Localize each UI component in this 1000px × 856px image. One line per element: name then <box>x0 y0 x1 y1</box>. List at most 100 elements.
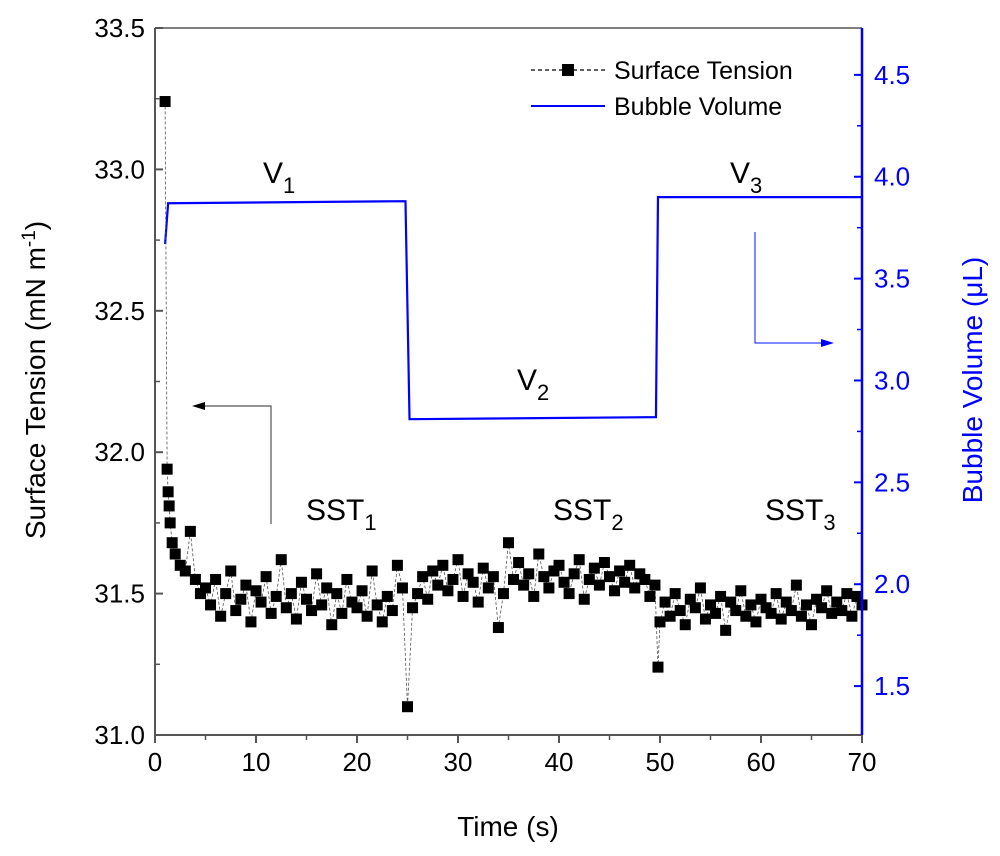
legend-item-surface-tension: Surface Tension <box>531 57 793 85</box>
surface-tension-point <box>593 579 605 591</box>
y-right-tick-label: 4.5 <box>874 60 910 90</box>
surface-tension-point <box>553 559 565 571</box>
surface-tension-point <box>740 610 752 622</box>
surface-tension-point <box>513 556 525 568</box>
y-left-tick-label: 32.0 <box>94 437 145 467</box>
annotation-v2: V2 <box>517 364 549 405</box>
surface-tension-point <box>720 624 732 636</box>
surface-tension-point <box>366 565 378 577</box>
surface-tension-point <box>528 590 540 602</box>
surface-tension-point <box>381 590 393 602</box>
y-right-tick-label: 3.0 <box>874 365 910 395</box>
surface-tension-point <box>755 593 767 605</box>
surface-tension-point <box>518 579 530 591</box>
surface-tension-point <box>503 537 514 549</box>
surface-tension-point <box>851 590 863 602</box>
surface-tension-point <box>306 605 318 617</box>
surface-tension-point <box>164 517 176 529</box>
surface-tension-point <box>710 607 722 619</box>
surface-tension-point <box>548 565 560 577</box>
surface-tension-point <box>245 616 257 628</box>
surface-tension-point <box>447 573 459 585</box>
surface-tension-point <box>765 607 777 619</box>
surface-tension-point <box>654 616 666 628</box>
surface-tension-point <box>770 588 782 600</box>
surface-tension-point <box>624 559 636 571</box>
surface-tension-point <box>407 602 419 614</box>
x-tick-label: 70 <box>848 747 877 777</box>
surface-tension-point <box>846 610 858 622</box>
surface-tension-point <box>200 582 211 594</box>
surface-tension-point <box>477 562 489 574</box>
y-left-tick-label: 31.5 <box>94 579 145 609</box>
surface-tension-point <box>659 596 671 608</box>
y-left-tick-label: 31.0 <box>94 720 145 750</box>
y-right-axis-title: Bubble Volume (μL) <box>957 257 988 504</box>
surface-tension-point <box>235 593 247 605</box>
bubble-volume-series <box>164 196 862 421</box>
surface-tension-point <box>356 585 368 597</box>
surface-tension-point <box>735 585 747 597</box>
surface-tension-point <box>795 610 807 622</box>
surface-tension-point <box>270 590 282 602</box>
surface-tension-point <box>669 588 681 600</box>
surface-tension-point <box>189 573 201 585</box>
surface-tension-point <box>705 599 716 611</box>
surface-tension-point <box>523 568 535 580</box>
y-right-tick-label: 2.0 <box>874 569 910 599</box>
surface-tension-point <box>775 613 787 625</box>
surface-tension-point <box>386 605 398 617</box>
surface-tension-point <box>583 573 595 585</box>
surface-tension-point <box>427 565 439 577</box>
surface-tension-point <box>169 548 181 560</box>
surface-tension-point <box>508 573 520 585</box>
surface-tension-point <box>780 596 792 608</box>
surface-tension-point <box>255 596 267 608</box>
surface-tension-point <box>614 565 626 577</box>
surface-tension-point <box>391 559 403 571</box>
surface-tension-point <box>467 576 479 588</box>
surface-tension-point <box>371 599 383 611</box>
y-left-tick-label: 32.5 <box>94 296 145 326</box>
bubble-volume-line <box>164 196 862 421</box>
x-tick-label: 30 <box>444 747 473 777</box>
surface-tension-point <box>417 571 429 583</box>
surface-tension-point <box>644 590 656 602</box>
surface-tension-point <box>634 568 646 580</box>
annotation-sst1: SST1 <box>306 494 377 535</box>
surface-tension-point <box>694 582 706 594</box>
surface-tension-point <box>462 568 474 580</box>
surface-tension-point <box>538 571 550 583</box>
surface-tension-point <box>316 599 328 611</box>
surface-tension-point <box>341 573 353 585</box>
surface-tension-point <box>205 599 217 611</box>
surface-tension-point <box>760 602 772 614</box>
surface-tension-point <box>376 616 388 628</box>
surface-tension-point <box>412 588 424 600</box>
surface-tension-point <box>432 579 444 591</box>
surface-tension-point <box>730 605 742 617</box>
legend-label-surface-tension: Surface Tension <box>614 57 793 85</box>
y-right-tick-label: 4.0 <box>874 162 910 192</box>
surface-tension-point <box>609 585 621 597</box>
annotation-v1: V1 <box>263 157 295 198</box>
y-right-tick-label: 2.5 <box>874 467 910 497</box>
surface-tension-point <box>811 593 823 605</box>
surface-tension-point <box>800 599 812 611</box>
surface-tension-point <box>482 582 494 594</box>
surface-tension-point <box>649 579 661 591</box>
y-left-axis-title: Surface Tension (mN m-1) <box>19 221 51 539</box>
y-right-tick-label: 1.5 <box>874 671 910 701</box>
surface-tension-point <box>422 593 434 605</box>
surface-tension-point <box>543 582 555 594</box>
surface-tension-point <box>437 559 449 571</box>
surface-tension-point <box>161 463 173 475</box>
surface-tension-point <box>166 537 178 549</box>
y-right-tick-label: 3.5 <box>874 264 910 294</box>
surface-tension-point <box>679 619 691 631</box>
surface-tension-point <box>275 554 287 566</box>
surface-tension-point <box>598 556 610 568</box>
x-tick-label: 50 <box>646 747 675 777</box>
surface-tension-point <box>351 602 363 614</box>
surface-tension-point <box>588 562 600 574</box>
